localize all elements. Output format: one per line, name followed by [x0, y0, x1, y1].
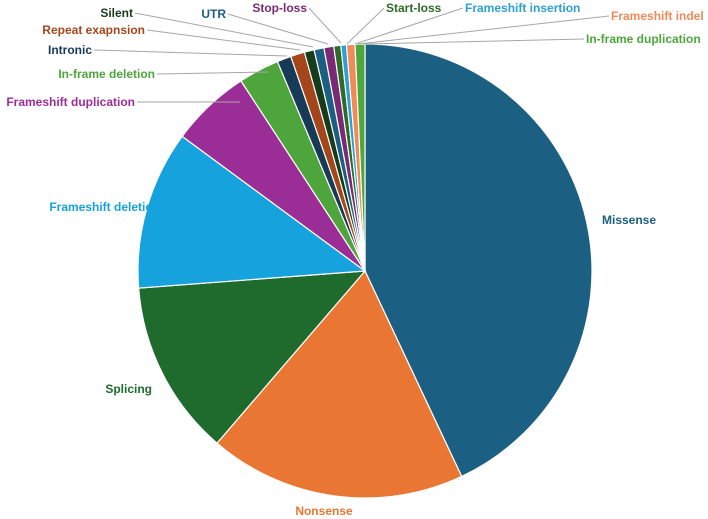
slice-label-stop-loss: Stop-loss [252, 1, 307, 15]
pie-slice-nonsense [216, 269, 463, 499]
slice-label-frameshift-indel: Frameshift indel [611, 9, 704, 23]
leader-line-silent [134, 12, 314, 48]
slice-label-missense: Missense [602, 213, 656, 227]
leader-line-frameshift-indel [357, 15, 610, 45]
slice-labels: Missense Nonsense Splicing Frameshift delet… [6, 1, 703, 518]
slice-label-silent: Silent [100, 6, 133, 20]
slice-label-frameshift-deletion: Frameshift deletion [49, 200, 160, 214]
leader-lines [93, 7, 610, 103]
slice-label-repeat-exapnsion: Repeat exapnsion [42, 23, 145, 37]
slice-label-start-loss: Start-loss [386, 1, 442, 15]
leader-line-utr [227, 13, 329, 45]
leader-line-start-loss [346, 7, 385, 45]
slice-label-nonsense: Nonsense [295, 504, 353, 518]
leader-line-in-frame-duplication [363, 38, 585, 45]
leader-line-frameshift-insertion [354, 7, 464, 45]
pie-slices [137, 43, 593, 499]
leader-line-repeat-exapnsion [146, 29, 301, 51]
slice-label-utr: UTR [201, 7, 226, 21]
pie-slice-missense [364, 43, 593, 478]
leader-line-stop-loss [308, 7, 342, 44]
pie-slice-frameshift-deletion [137, 135, 367, 289]
slice-label-in-frame-duplication: In-frame duplication [586, 32, 701, 46]
slice-label-frameshift-duplication: Frameshift duplication [6, 95, 135, 109]
slice-label-intronic: Intronic [48, 43, 92, 57]
slice-label-in-frame-deletion: In-frame deletion [58, 67, 155, 81]
pie-slice-splicing [137, 270, 367, 444]
leader-line-intronic [93, 49, 288, 57]
slice-label-splicing: Splicing [105, 382, 152, 396]
leader-line-in-frame-deletion [156, 71, 269, 75]
slice-label-frameshift-insertion: Frameshift insertion [465, 1, 580, 15]
